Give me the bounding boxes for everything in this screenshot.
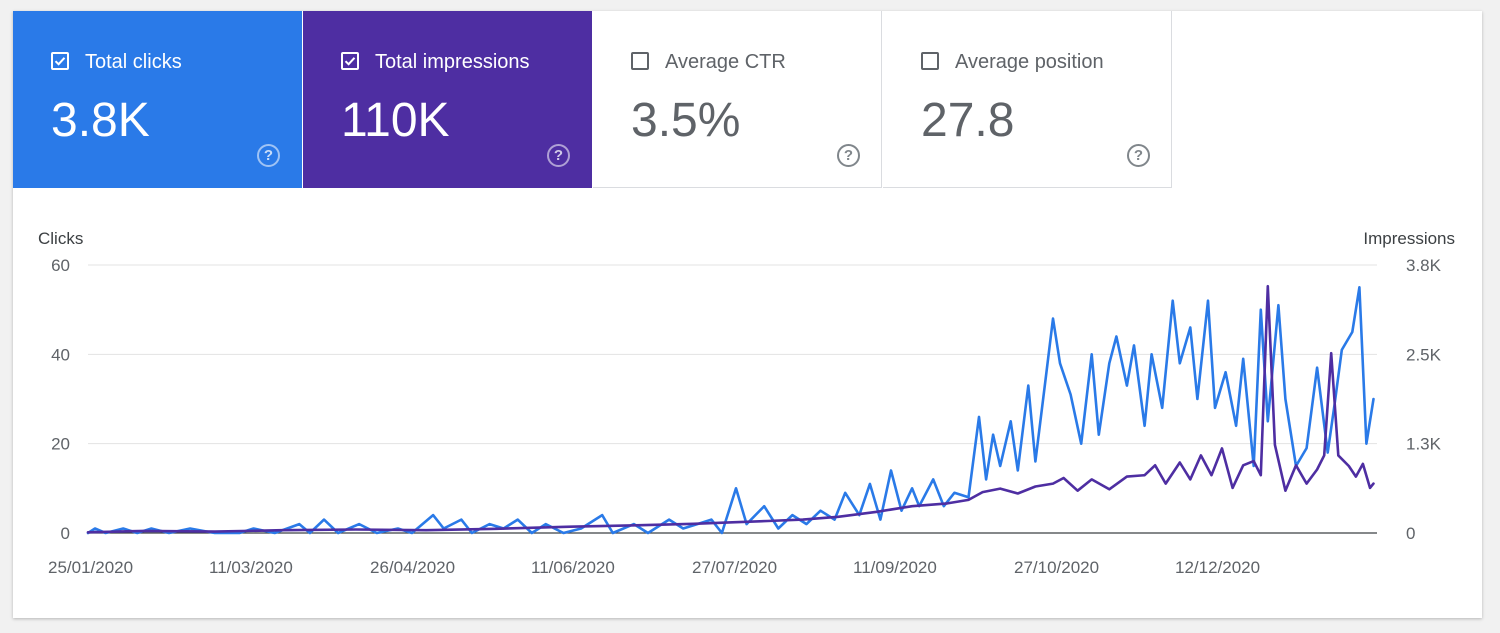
tile-label: Average position <box>955 51 1104 73</box>
y-axis-title-right: Impressions <box>1363 229 1455 248</box>
x-tick-label: 26/04/2020 <box>370 558 455 577</box>
y-tick-label-right: 3.8K <box>1406 256 1442 275</box>
tile-value: 27.8 <box>921 94 1015 147</box>
y-tick-label-right: 1.3K <box>1406 435 1442 454</box>
checkbox-checked-icon[interactable] <box>341 52 359 70</box>
checkbox-unchecked-icon[interactable] <box>631 52 649 70</box>
tile-label: Total impressions <box>375 51 530 73</box>
question-circle-icon[interactable]: ? <box>547 144 570 167</box>
tile-label: Total clicks <box>85 51 182 73</box>
y-axis-title-left: Clicks <box>38 229 83 248</box>
tile-value: 110K <box>341 94 450 147</box>
checkbox-unchecked-icon[interactable] <box>921 52 939 70</box>
performance-chart: Clicks Impressions 60 40 20 0 3.8K 2.5K 1.3K 0 25/… <box>38 229 1455 577</box>
tile-average-ctr[interactable]: Average CTR 3.5%? <box>593 11 882 188</box>
x-tick-label: 12/12/2020 <box>1175 558 1260 577</box>
question-circle-icon[interactable]: ? <box>837 144 860 167</box>
y-tick-label-left: 60 <box>51 256 70 275</box>
question-circle-icon[interactable]: ? <box>257 144 280 167</box>
y-tick-label-left: 0 <box>61 524 70 543</box>
x-tick-label: 27/07/2020 <box>692 558 777 577</box>
checkbox-checked-icon[interactable] <box>51 52 69 70</box>
y-tick-label-left: 20 <box>51 435 70 454</box>
performance-card: Total clicks 3.8K? Total impressions 110K? A… <box>13 11 1482 618</box>
question-circle-icon[interactable]: ? <box>1127 144 1150 167</box>
x-tick-label: 11/06/2020 <box>531 558 615 577</box>
x-tick-label: 27/10/2020 <box>1014 558 1099 577</box>
tile-value: 3.8K <box>51 94 150 147</box>
y-tick-label-right: 0 <box>1406 524 1415 543</box>
x-tick-label: 11/03/2020 <box>209 558 293 577</box>
tile-total-impressions[interactable]: Total impressions 110K? <box>303 11 592 188</box>
tile-average-position[interactable]: Average position 27.8? <box>883 11 1172 188</box>
series-line-impressions <box>86 284 1375 534</box>
tile-label: Average CTR <box>665 51 786 73</box>
tile-total-clicks[interactable]: Total clicks 3.8K? <box>13 11 302 188</box>
y-tick-label-left: 40 <box>51 345 70 364</box>
series-line-clicks <box>86 285 1375 535</box>
tile-value: 3.5% <box>631 94 741 147</box>
x-tick-label: 25/01/2020 <box>48 558 133 577</box>
x-tick-label: 11/09/2020 <box>853 558 937 577</box>
y-tick-label-right: 2.5K <box>1406 345 1442 364</box>
